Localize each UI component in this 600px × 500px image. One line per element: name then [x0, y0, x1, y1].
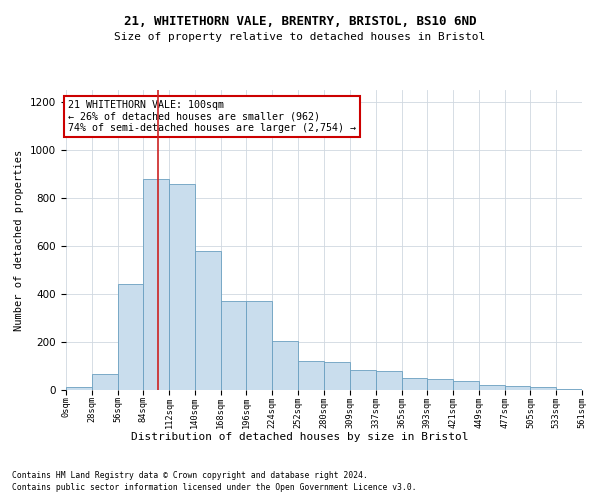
Bar [556, 389, 582, 390]
Text: 21 WHITETHORN VALE: 100sqm
← 26% of detached houses are smaller (962)
74% of sem: 21 WHITETHORN VALE: 100sqm ← 26% of deta… [68, 100, 356, 133]
Bar [427, 379, 453, 390]
Bar [169, 184, 195, 390]
Bar [402, 378, 427, 390]
Bar [221, 301, 246, 390]
Bar [246, 301, 272, 390]
Bar [92, 374, 118, 390]
Bar [298, 361, 323, 390]
Text: Distribution of detached houses by size in Bristol: Distribution of detached houses by size … [131, 432, 469, 442]
Text: Contains public sector information licensed under the Open Government Licence v3: Contains public sector information licen… [12, 484, 416, 492]
Bar [479, 384, 505, 390]
Bar [350, 370, 376, 390]
Bar [66, 387, 92, 390]
Y-axis label: Number of detached properties: Number of detached properties [14, 150, 25, 330]
Text: Contains HM Land Registry data © Crown copyright and database right 2024.: Contains HM Land Registry data © Crown c… [12, 471, 368, 480]
Text: 21, WHITETHORN VALE, BRENTRY, BRISTOL, BS10 6ND: 21, WHITETHORN VALE, BRENTRY, BRISTOL, B… [124, 15, 476, 28]
Bar [272, 341, 298, 390]
Bar [323, 362, 350, 390]
Bar [376, 371, 402, 390]
Bar [530, 387, 556, 390]
Bar [143, 179, 169, 390]
Bar [505, 386, 530, 390]
Bar [453, 381, 479, 390]
Text: Size of property relative to detached houses in Bristol: Size of property relative to detached ho… [115, 32, 485, 42]
Bar [118, 284, 143, 390]
Bar [195, 251, 221, 390]
